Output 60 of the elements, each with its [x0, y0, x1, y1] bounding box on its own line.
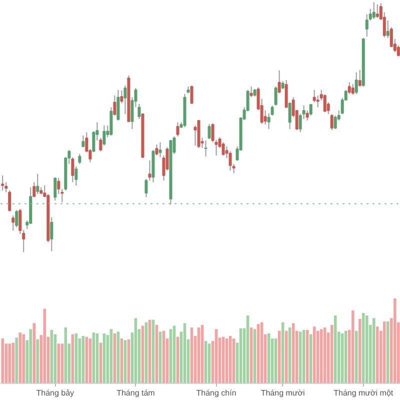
candlestick: [386, 20, 390, 38]
bar: [54, 334, 57, 384]
bar: [50, 330, 54, 384]
bar: [60, 344, 64, 384]
bar: [8, 344, 12, 384]
bar: [351, 310, 354, 384]
bar: [386, 321, 390, 384]
bar: [376, 326, 379, 384]
bar: [43, 308, 46, 384]
bar: [15, 338, 18, 384]
bar: [362, 312, 365, 384]
bar: [12, 342, 15, 384]
bar: [358, 318, 362, 384]
candlestick: [250, 86, 253, 98]
candlestick: [1, 175, 4, 191]
candlestick: [116, 90, 120, 121]
candlestick: [36, 174, 40, 194]
bar: [393, 298, 396, 384]
candlestick: [148, 160, 152, 181]
candlestick: [204, 140, 208, 157]
candlestick: [323, 94, 326, 113]
bar: [18, 332, 22, 384]
candlestick: [222, 142, 225, 156]
candlestick: [348, 82, 351, 94]
bar: [334, 316, 337, 384]
candlestick: [330, 114, 334, 130]
bar: [57, 344, 60, 384]
candlestick: [190, 85, 194, 104]
bar: [354, 330, 358, 384]
bar: [365, 316, 368, 384]
bar: [1, 338, 4, 384]
candlestick: [228, 150, 232, 171]
candlestick: [158, 142, 162, 158]
candlestick: [50, 216, 54, 252]
candlestick: [176, 122, 180, 137]
candlestick: [82, 135, 85, 148]
candlestick: [12, 215, 15, 231]
bar: [64, 327, 68, 384]
candlestick: [354, 72, 358, 94]
bar: [382, 321, 386, 384]
bar: [29, 329, 32, 384]
candlestick: [54, 176, 57, 201]
bar: [344, 330, 348, 384]
x-tick-label: Tháng tám: [116, 388, 156, 398]
candlestick: [358, 70, 362, 87]
bar: [32, 323, 36, 384]
x-tick-label: Tháng chín: [196, 388, 236, 398]
x-tick-label: Tháng mười một: [334, 388, 394, 398]
candlestick: [376, 4, 379, 18]
candlestick: [124, 85, 127, 114]
candlestick: [372, 2, 376, 20]
bar: [22, 334, 26, 384]
x-tick-label: Tháng bảy: [36, 388, 74, 398]
x-tick-label: Tháng mười: [260, 388, 306, 398]
candlestick: [208, 124, 211, 140]
bar: [372, 318, 376, 384]
bar: [36, 339, 40, 384]
candlestick: [78, 154, 82, 164]
candlestick: [15, 210, 18, 228]
bar: [340, 333, 344, 384]
